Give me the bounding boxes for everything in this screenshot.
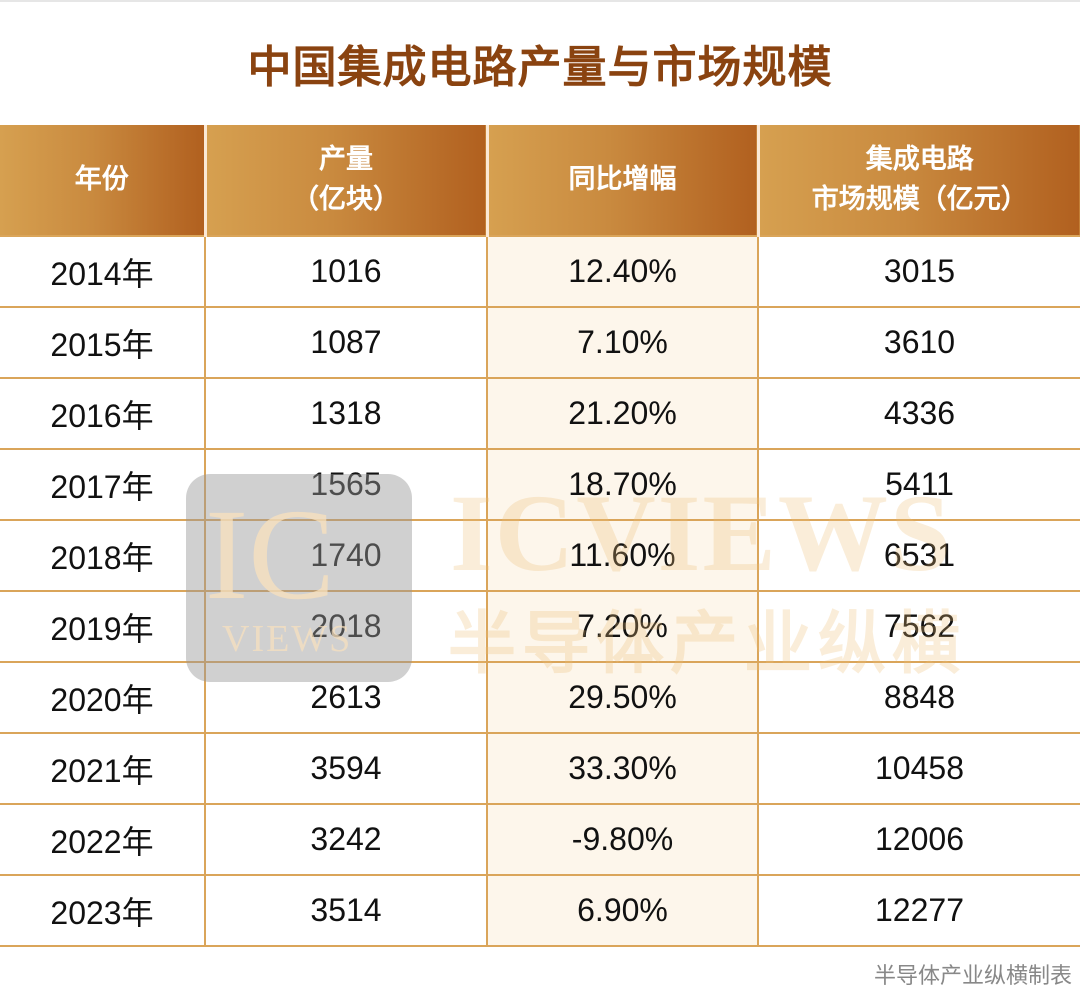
- cell-growth: 21.20%: [486, 377, 759, 450]
- header-year-label: 年份: [74, 164, 129, 195]
- table-row: 2018年 1740 11.60% 6531: [0, 519, 1080, 592]
- cell-market: 4336: [757, 377, 1080, 450]
- header-growth-label: 同比增幅: [568, 164, 677, 195]
- cell-growth: 33.30%: [486, 732, 759, 805]
- table-row: 2016年 1318 21.20% 4336: [0, 377, 1080, 450]
- cell-market: 12277: [757, 874, 1080, 947]
- header-output-unit: （亿块）: [292, 184, 400, 215]
- table-row: 2014年 1016 12.40% 3015: [0, 235, 1080, 308]
- cell-output: 1318: [204, 377, 488, 450]
- cell-year: 2018年: [0, 519, 206, 592]
- cell-year: 2020年: [0, 661, 206, 734]
- cell-market: 3610: [757, 306, 1080, 379]
- cell-output: 3242: [204, 803, 488, 876]
- cell-output: 1565: [204, 448, 488, 521]
- cell-output: 3514: [204, 874, 488, 947]
- cell-market: 7562: [757, 590, 1080, 663]
- cell-growth: 7.10%: [486, 306, 759, 379]
- header-market-unit: 市场规模（亿元）: [811, 184, 1028, 215]
- cell-output: 2018: [204, 590, 488, 663]
- table-row: 2020年 2613 29.50% 8848: [0, 661, 1080, 734]
- table-row: 2017年 1565 18.70% 5411: [0, 448, 1080, 521]
- cell-year: 2021年: [0, 732, 206, 805]
- cell-output: 1087: [204, 306, 488, 379]
- cell-year: 2023年: [0, 874, 206, 947]
- cell-output: 1016: [204, 235, 488, 308]
- cell-market: 6531: [757, 519, 1080, 592]
- cell-year: 2022年: [0, 803, 206, 876]
- header-output: 产量 （亿块）: [203, 125, 487, 236]
- cell-year: 2017年: [0, 448, 206, 521]
- cell-growth: 7.20%: [486, 590, 759, 663]
- header-growth: 同比增幅: [485, 125, 758, 236]
- cell-output: 1740: [204, 519, 488, 592]
- cell-growth: -9.80%: [486, 803, 759, 876]
- table-row: 2022年 3242 -9.80% 12006: [0, 803, 1080, 876]
- table-row: 2015年 1087 7.10% 3610: [0, 306, 1080, 379]
- table-row: 2019年 2018 7.20% 7562: [0, 590, 1080, 663]
- cell-year: 2019年: [0, 590, 206, 663]
- header-year: 年份: [0, 125, 205, 236]
- cell-growth: 29.50%: [486, 661, 759, 734]
- cell-market: 3015: [757, 235, 1080, 308]
- cell-year: 2014年: [0, 235, 206, 308]
- cell-growth: 11.60%: [486, 519, 759, 592]
- cell-growth: 6.90%: [486, 874, 759, 947]
- cell-growth: 18.70%: [486, 448, 759, 521]
- cell-market: 8848: [757, 661, 1080, 734]
- header-market-label: 集成电路: [865, 144, 974, 175]
- cell-market: 10458: [757, 732, 1080, 805]
- header-row: 年份 产量 （亿块） 同比增幅 集成电路市场规模（亿元）: [0, 125, 1080, 236]
- cell-growth: 12.40%: [486, 235, 759, 308]
- source-note: 半导体产业纵横制表: [873, 964, 1072, 989]
- cell-output: 3594: [204, 732, 488, 805]
- data-table: 年份 产量 （亿块） 同比增幅 集成电路市场规模（亿元） 2014年 1016 12.…: [0, 125, 1080, 947]
- cell-market: 12006: [757, 803, 1080, 876]
- cell-market: 5411: [757, 448, 1080, 521]
- cell-output: 2613: [204, 661, 488, 734]
- table-row: 2023年 3514 6.90% 12277: [0, 874, 1080, 947]
- table-row: 2021年 3594 33.30% 10458: [0, 732, 1080, 805]
- cell-year: 2015年: [0, 306, 206, 379]
- top-divider: [0, 0, 1080, 2]
- header-output-label: 产量: [319, 144, 373, 175]
- page-title: 中国集成电路产量与市场规模: [247, 41, 833, 93]
- header-market: 集成电路市场规模（亿元）: [756, 125, 1080, 236]
- cell-year: 2016年: [0, 377, 206, 450]
